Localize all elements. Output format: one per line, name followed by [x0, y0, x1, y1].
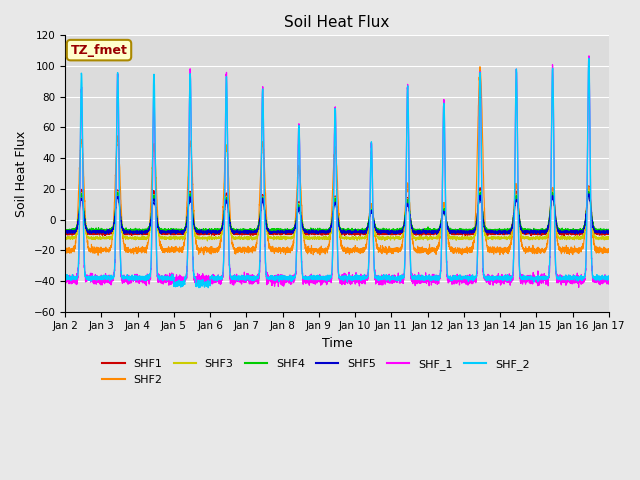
SHF1 — [459, 229, 467, 235]
SHF5 — [459, 230, 467, 236]
SHF3 — [61, 234, 69, 240]
Text: TZ_fmet: TZ_fmet — [70, 44, 127, 57]
Line: SHF5: SHF5 — [65, 194, 609, 234]
SHF_1 — [61, 276, 69, 282]
SHF4 — [339, 230, 346, 236]
SHF4 — [459, 228, 467, 234]
Y-axis label: Soil Heat Flux: Soil Heat Flux — [15, 131, 28, 216]
SHF_2 — [195, 285, 203, 290]
SHF1 — [484, 233, 492, 239]
SHF5 — [429, 229, 436, 235]
SHF3 — [490, 234, 497, 240]
SHF5 — [159, 229, 166, 235]
SHF1 — [159, 230, 166, 236]
SHF2 — [429, 249, 436, 254]
SHF_2 — [585, 55, 593, 61]
SHF_1 — [605, 281, 612, 287]
SHF3 — [429, 235, 436, 241]
SHF_2 — [459, 275, 467, 281]
SHF_1 — [317, 277, 324, 283]
Legend: SHF1, SHF2, SHF3, SHF4, SHF5, SHF_1, SHF_2: SHF1, SHF2, SHF3, SHF4, SHF5, SHF_1, SHF… — [98, 355, 534, 389]
SHF_2 — [61, 276, 69, 281]
SHF4 — [429, 228, 436, 234]
SHF_2 — [317, 274, 324, 280]
SHF1 — [61, 230, 69, 236]
SHF5 — [61, 229, 69, 235]
Line: SHF3: SHF3 — [65, 189, 609, 241]
SHF_1 — [490, 278, 497, 284]
SHF5 — [605, 230, 612, 236]
Line: SHF_2: SHF_2 — [65, 58, 609, 288]
SHF2 — [317, 246, 324, 252]
SHF1 — [585, 183, 593, 189]
SHF3 — [159, 234, 166, 240]
SHF1 — [317, 231, 324, 237]
Line: SHF_1: SHF_1 — [65, 56, 609, 288]
SHF2 — [604, 246, 612, 252]
SHF_1 — [604, 276, 612, 282]
SHF4 — [604, 228, 612, 234]
SHF_2 — [605, 274, 612, 279]
SHF_1 — [429, 279, 436, 285]
SHF3 — [204, 238, 211, 244]
SHF1 — [490, 229, 497, 235]
Line: SHF4: SHF4 — [65, 192, 609, 233]
SHF2 — [476, 64, 484, 70]
SHF1 — [605, 231, 612, 237]
SHF2 — [605, 248, 612, 253]
Title: Soil Heat Flux: Soil Heat Flux — [284, 15, 390, 30]
SHF_1 — [159, 277, 166, 283]
SHF3 — [604, 236, 612, 241]
SHF5 — [604, 228, 612, 234]
SHF_2 — [604, 273, 612, 279]
Line: SHF2: SHF2 — [65, 67, 609, 255]
SHF5 — [585, 191, 593, 197]
SHF4 — [490, 228, 497, 233]
SHF_2 — [429, 276, 436, 282]
SHF5 — [317, 230, 324, 236]
SHF2 — [159, 248, 167, 253]
SHF_1 — [459, 276, 467, 282]
SHF4 — [61, 227, 69, 232]
SHF4 — [585, 189, 593, 194]
SHF1 — [429, 231, 436, 237]
SHF4 — [605, 228, 612, 233]
SHF3 — [317, 235, 324, 240]
SHF_2 — [159, 277, 166, 283]
SHF3 — [585, 186, 593, 192]
SHF5 — [385, 231, 393, 237]
Line: SHF1: SHF1 — [65, 186, 609, 236]
SHF_2 — [490, 274, 497, 280]
SHF3 — [459, 236, 467, 242]
SHF2 — [61, 247, 69, 252]
SHF4 — [317, 228, 324, 233]
SHF2 — [94, 252, 102, 258]
SHF2 — [459, 247, 467, 252]
SHF_1 — [585, 53, 593, 59]
SHF5 — [490, 228, 497, 234]
SHF_1 — [575, 285, 582, 290]
SHF1 — [604, 231, 612, 237]
SHF4 — [159, 227, 166, 233]
SHF2 — [490, 251, 497, 257]
SHF3 — [605, 236, 612, 242]
X-axis label: Time: Time — [321, 337, 353, 350]
